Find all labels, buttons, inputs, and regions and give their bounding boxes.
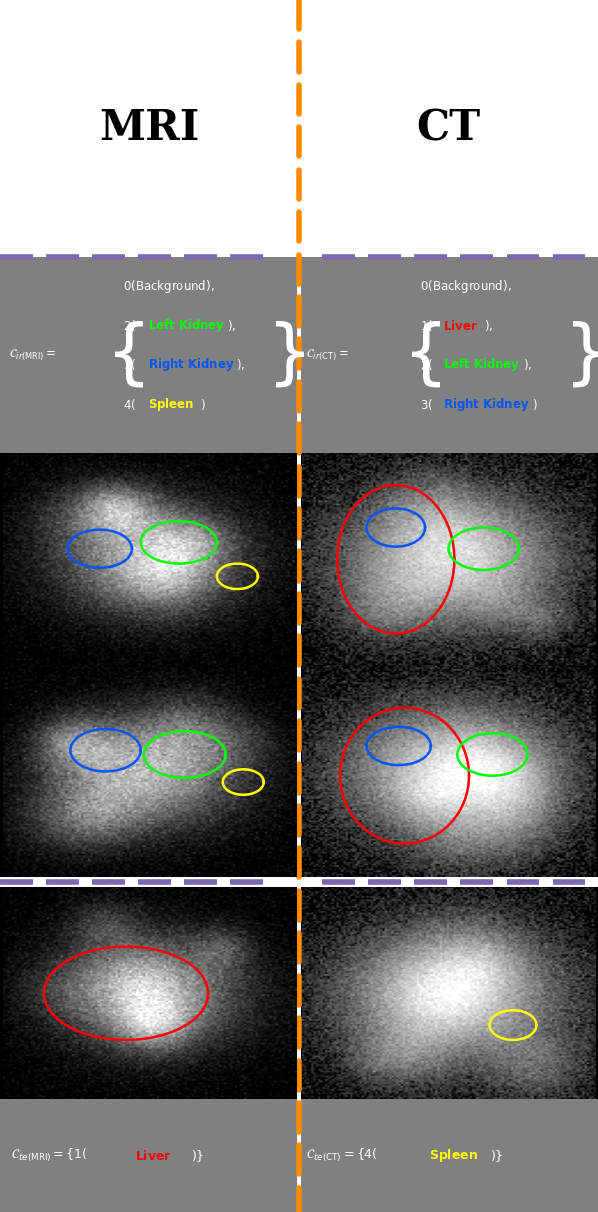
- Text: $2($: $2($: [420, 358, 433, 372]
- Text: $\mathbf{Right\ Kidney}$: $\mathbf{Right\ Kidney}$: [148, 356, 234, 373]
- Text: $\mathbf{Spleen}$: $\mathbf{Spleen}$: [429, 1147, 478, 1165]
- Bar: [0, 194, 598, 257]
- Text: $0(\mathrm{Background}),$: $0(\mathrm{Background}),$: [123, 278, 214, 295]
- Bar: [301, 257, 598, 453]
- Text: $\}$: $\}$: [563, 320, 598, 390]
- Text: $)$: $)$: [532, 396, 538, 412]
- Bar: [0, 665, 297, 877]
- Text: $3($: $3($: [123, 358, 136, 372]
- Text: $0(\mathrm{Background}),$: $0(\mathrm{Background}),$: [420, 278, 511, 295]
- Text: $),$: $),$: [236, 358, 245, 372]
- Bar: [0, 887, 297, 1099]
- Text: $\mathcal{C}_{ir(\mathrm{MRI})}=$: $\mathcal{C}_{ir(\mathrm{MRI})}=$: [9, 348, 56, 362]
- Text: $\mathbf{Liver}$: $\mathbf{Liver}$: [135, 1149, 172, 1162]
- Bar: [0, 453, 297, 665]
- Text: $\mathbf{Left\ Kidney}$: $\mathbf{Left\ Kidney}$: [443, 356, 520, 373]
- Text: $\mathbf{Liver}$: $\mathbf{Liver}$: [443, 319, 477, 332]
- Text: $\mathcal{C}_{ir(\mathrm{CT})}=$: $\mathcal{C}_{ir(\mathrm{CT})}=$: [306, 348, 349, 362]
- Bar: [301, 453, 598, 665]
- Text: $2($: $2($: [123, 319, 136, 333]
- Text: $1($: $1($: [420, 319, 433, 333]
- Text: $\mathbf{Left\ Kidney}$: $\mathbf{Left\ Kidney}$: [148, 318, 225, 335]
- Text: $\mathbf{Spleen}$: $\mathbf{Spleen}$: [148, 395, 194, 413]
- Text: MRI: MRI: [99, 108, 200, 149]
- Text: CT: CT: [416, 108, 481, 149]
- Text: $),$: $),$: [227, 319, 236, 333]
- Text: $\{$: $\{$: [402, 320, 441, 390]
- Text: $4($: $4($: [123, 396, 136, 412]
- Text: $3($: $3($: [420, 396, 433, 412]
- Bar: [301, 1099, 598, 1212]
- Text: $),$: $),$: [523, 358, 532, 372]
- Text: $),$: $),$: [484, 319, 493, 333]
- Text: $\}$: $\}$: [266, 320, 305, 390]
- Bar: [301, 665, 598, 877]
- Text: $)\}$: $)\}$: [191, 1148, 205, 1164]
- Text: $\mathcal{C}_{te(\mathrm{CT})}=\{4($: $\mathcal{C}_{te(\mathrm{CT})}=\{4($: [306, 1147, 378, 1165]
- Bar: [0, 257, 297, 453]
- Text: $\mathcal{C}_{te(\mathrm{MRI})}=\{1($: $\mathcal{C}_{te(\mathrm{MRI})}=\{1($: [11, 1147, 87, 1165]
- Bar: [301, 887, 598, 1099]
- Text: $)$: $)$: [200, 396, 206, 412]
- Bar: [0, 1099, 297, 1212]
- Text: $)\}$: $)\}$: [490, 1148, 504, 1164]
- Text: $\mathbf{Right\ Kidney}$: $\mathbf{Right\ Kidney}$: [443, 395, 529, 413]
- Text: $\{$: $\{$: [105, 320, 144, 390]
